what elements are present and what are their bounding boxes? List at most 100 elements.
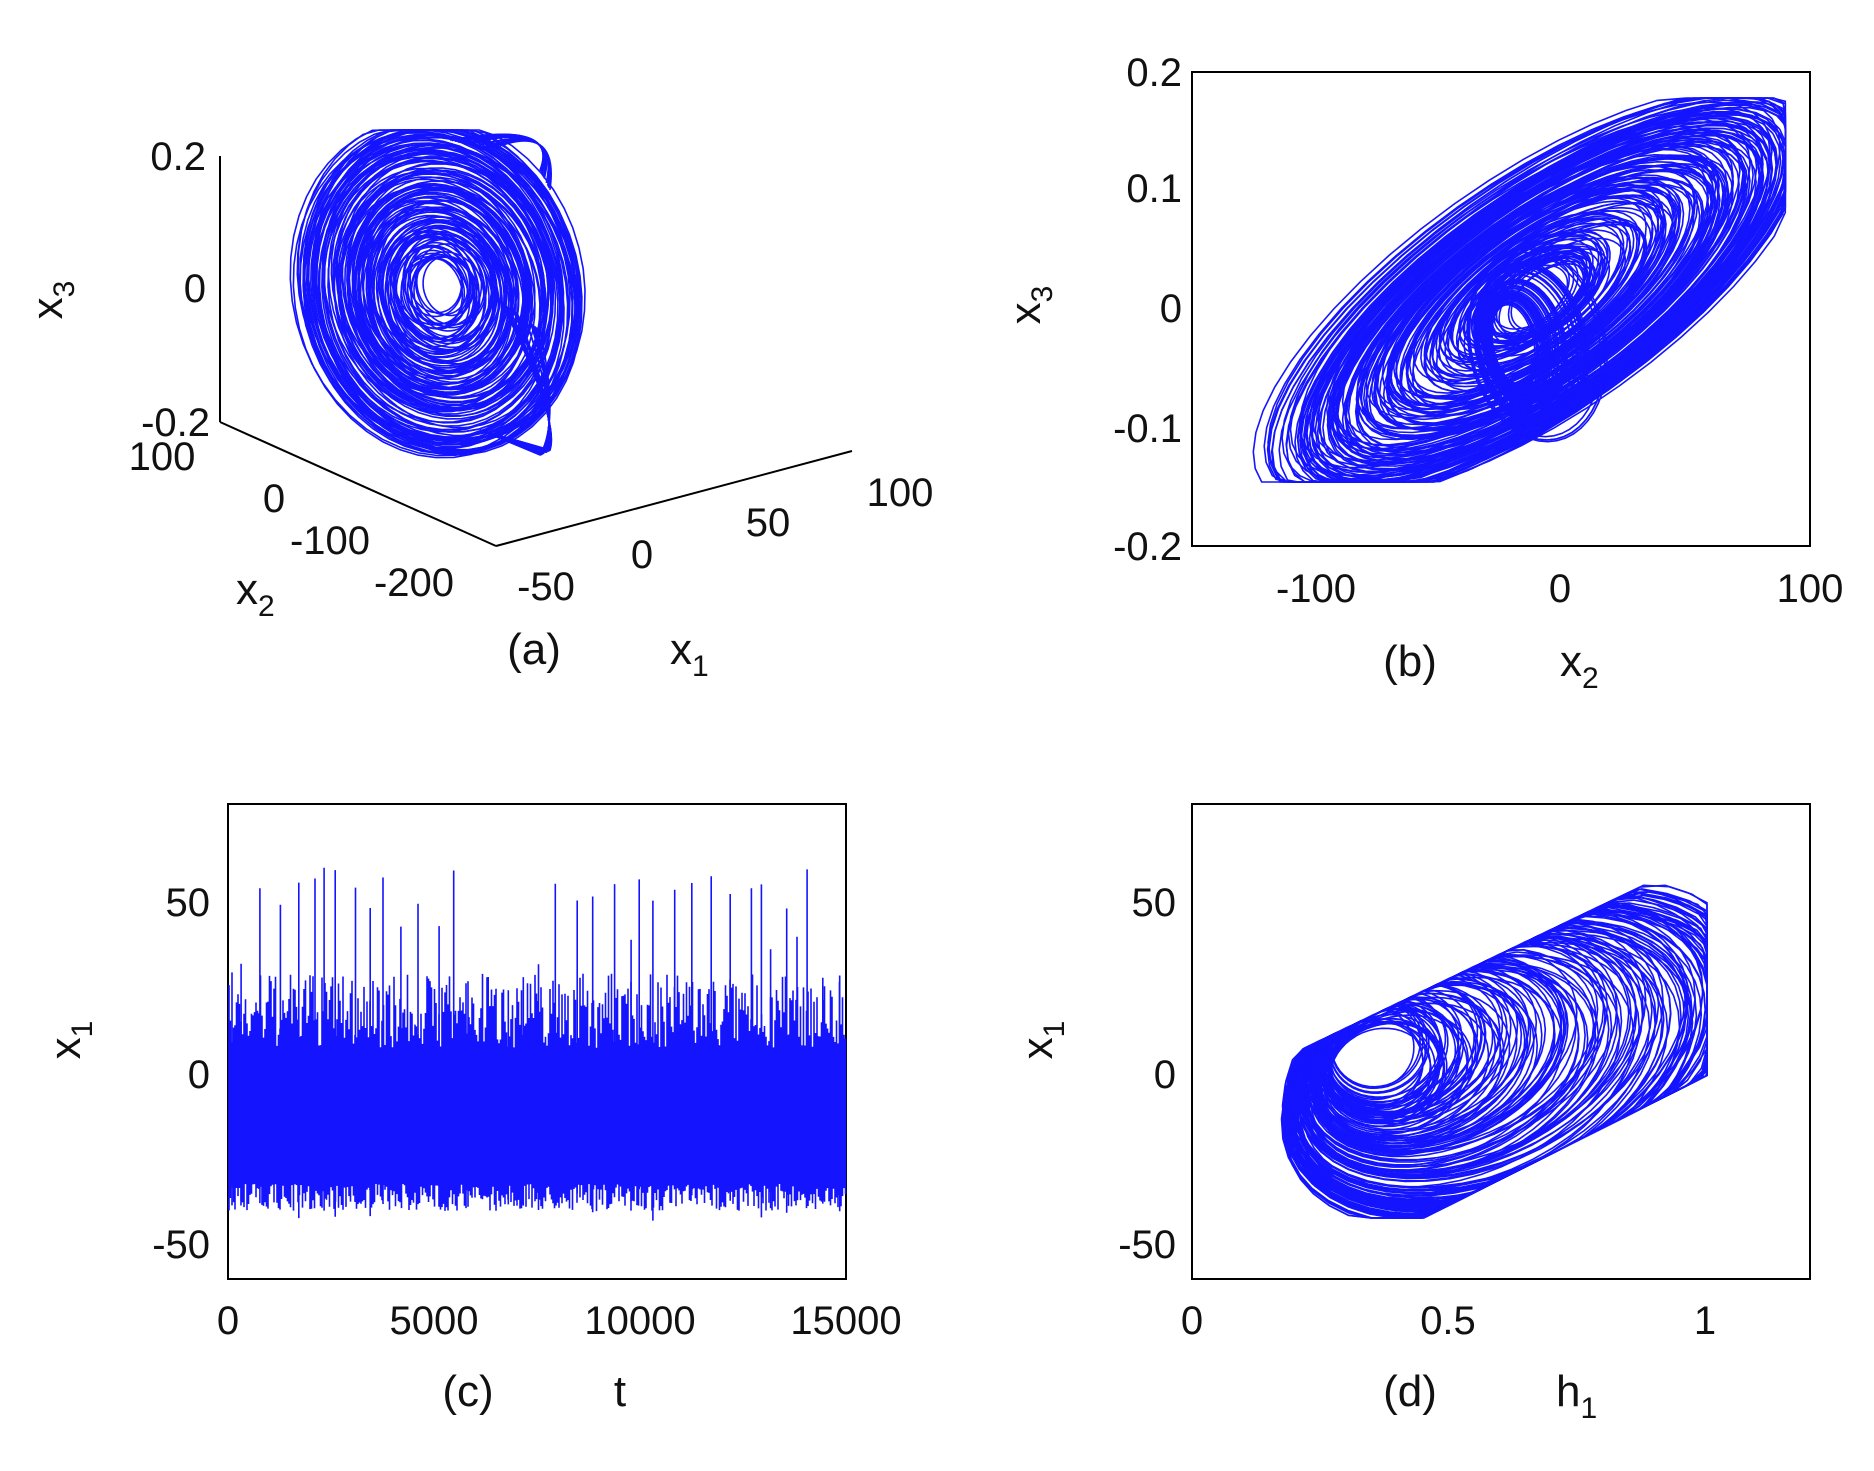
trajectory-loop	[1307, 968, 1580, 1171]
trajectory-loop	[1483, 284, 1560, 405]
panel-a-caption: (a)	[507, 625, 561, 674]
panel-c-ytick: -50	[152, 1223, 210, 1267]
trajectory-loop	[1474, 263, 1587, 426]
panel-a-x2-axis	[219, 421, 497, 547]
trajectory-loop	[1267, 101, 1773, 483]
panel-c-xlabel: t	[614, 1367, 626, 1416]
trajectory-loop	[1472, 261, 1590, 428]
panel-a-x1tick: 50	[746, 501, 791, 545]
panel-d-caption: (d)	[1383, 1367, 1437, 1416]
panel-b-ytick: -0.1	[1113, 407, 1182, 451]
panel-a-x1tick: 0	[631, 533, 653, 577]
panel-a-x2tick: -200	[374, 561, 454, 605]
panel-d-ytick: -50	[1118, 1223, 1176, 1267]
trajectory-loop	[1463, 223, 1648, 371]
panel-a-x2tick: -100	[290, 519, 370, 563]
panel-b-ylabel: x3	[1001, 286, 1059, 325]
trajectory-loop	[1318, 996, 1505, 1145]
panel-c-ylabel: x1	[41, 1021, 99, 1060]
panel-d-ytick: 0	[1154, 1053, 1176, 1097]
panel-a-x1tick: 100	[867, 471, 934, 515]
trajectory-loop	[1498, 255, 1597, 339]
panel-b-ytick: 0.2	[1126, 51, 1182, 95]
panel-d-xtick: 0.5	[1420, 1299, 1476, 1343]
panel-b-ytick: -0.2	[1113, 525, 1182, 569]
trajectory-loop	[381, 231, 480, 348]
trajectory-loop	[299, 137, 563, 450]
signal-band	[228, 973, 847, 1212]
signal-spikes	[231, 867, 841, 1221]
trajectory-loop	[400, 256, 464, 330]
panel-a-x1-axis	[495, 450, 853, 547]
panel-d-trajectory	[1280, 884, 1708, 1219]
trajectory-loop	[1406, 195, 1664, 399]
trajectory-loop	[479, 312, 551, 454]
trajectory-loop	[321, 152, 563, 438]
trajectory-loop	[1486, 292, 1551, 397]
trajectory-loop	[1475, 267, 1583, 422]
trajectory-loop	[1344, 143, 1740, 452]
panel-a-xlabel: x1	[670, 625, 709, 683]
trajectory-loop	[1263, 97, 1782, 483]
trajectory-loop	[1319, 992, 1497, 1134]
panel-a-ztick: 0	[184, 267, 206, 311]
trajectory-loop	[1360, 160, 1710, 434]
panel-c-ytick: 50	[166, 881, 211, 925]
trajectory-loop	[1285, 97, 1787, 483]
panel-a-x2tick: 100	[129, 435, 196, 479]
trajectory-loop	[1306, 965, 1586, 1172]
panel-c-xtick: 5000	[390, 1299, 479, 1343]
panel-b-ytick: 0.1	[1126, 167, 1182, 211]
panel-d-ytick: 50	[1132, 881, 1177, 925]
panel-d-axes	[1191, 803, 1811, 1280]
trajectory-loop	[1478, 273, 1574, 416]
trajectory-loop	[332, 157, 554, 420]
panel-c-ytick: 0	[188, 1053, 210, 1097]
trajectory-loop	[1490, 302, 1538, 387]
trajectory-loop	[1331, 129, 1764, 466]
panel-a: 0.2 0 -0.2 100 0 -100 -200 -50 0 50 100 …	[23, 129, 934, 683]
trajectory-loop	[1447, 223, 1632, 371]
panel-d-xlabel: h1	[1556, 1367, 1597, 1425]
trajectory-loop	[1324, 1003, 1460, 1119]
panel-a-ztick: 0.2	[150, 135, 206, 179]
trajectory-loop	[1373, 164, 1713, 430]
panel-b-trajectory	[1252, 97, 1787, 483]
trajectory-loop	[1482, 282, 1563, 407]
trajectory-loop	[1309, 959, 1569, 1152]
trajectory-loop	[479, 319, 550, 455]
trajectory-loop	[466, 136, 548, 179]
trajectory-loop	[379, 227, 490, 358]
trajectory-loop	[348, 183, 528, 396]
trajectory-loop	[1476, 269, 1579, 420]
trajectory-loop	[1296, 103, 1787, 483]
panel-b-ytick: 0	[1160, 287, 1182, 331]
panel-a-trajectory	[289, 129, 586, 459]
trajectory-loop	[1301, 955, 1621, 1188]
trajectory-loop	[1467, 248, 1606, 441]
trajectory-loop	[341, 178, 525, 395]
panel-b-caption: (b)	[1383, 637, 1437, 686]
trajectory-loop	[336, 167, 528, 395]
panel-b-xtick: 100	[1777, 567, 1844, 611]
trajectory-loop	[390, 234, 472, 329]
trajectory-loop	[1326, 1022, 1446, 1128]
trajectory-loop	[1468, 251, 1602, 438]
trajectory-loop	[1303, 103, 1787, 483]
panel-a-x2tick: 0	[263, 477, 285, 521]
trajectory-loop	[312, 156, 553, 441]
trajectory-loop	[389, 225, 497, 352]
trajectory-loop	[352, 169, 546, 399]
panel-a-x1tick: -50	[517, 565, 575, 609]
trajectory-loop	[1294, 102, 1787, 483]
panel-d-xtick: 1	[1694, 1299, 1716, 1343]
panel-a-ztick: -0.2	[141, 401, 210, 445]
panel-b-xlabel: x2	[1560, 637, 1599, 695]
panel-c-xtick: 15000	[790, 1299, 901, 1343]
panel-c-xtick: 0	[217, 1299, 239, 1343]
panel-b: 0.2 0.1 0 -0.1 -0.2 -100 0 100 x3 x2 (b)	[1001, 51, 1843, 695]
trajectory-loop	[1488, 297, 1544, 392]
panel-b-xtick: -100	[1276, 567, 1356, 611]
trajectory-loop	[1480, 278, 1568, 411]
